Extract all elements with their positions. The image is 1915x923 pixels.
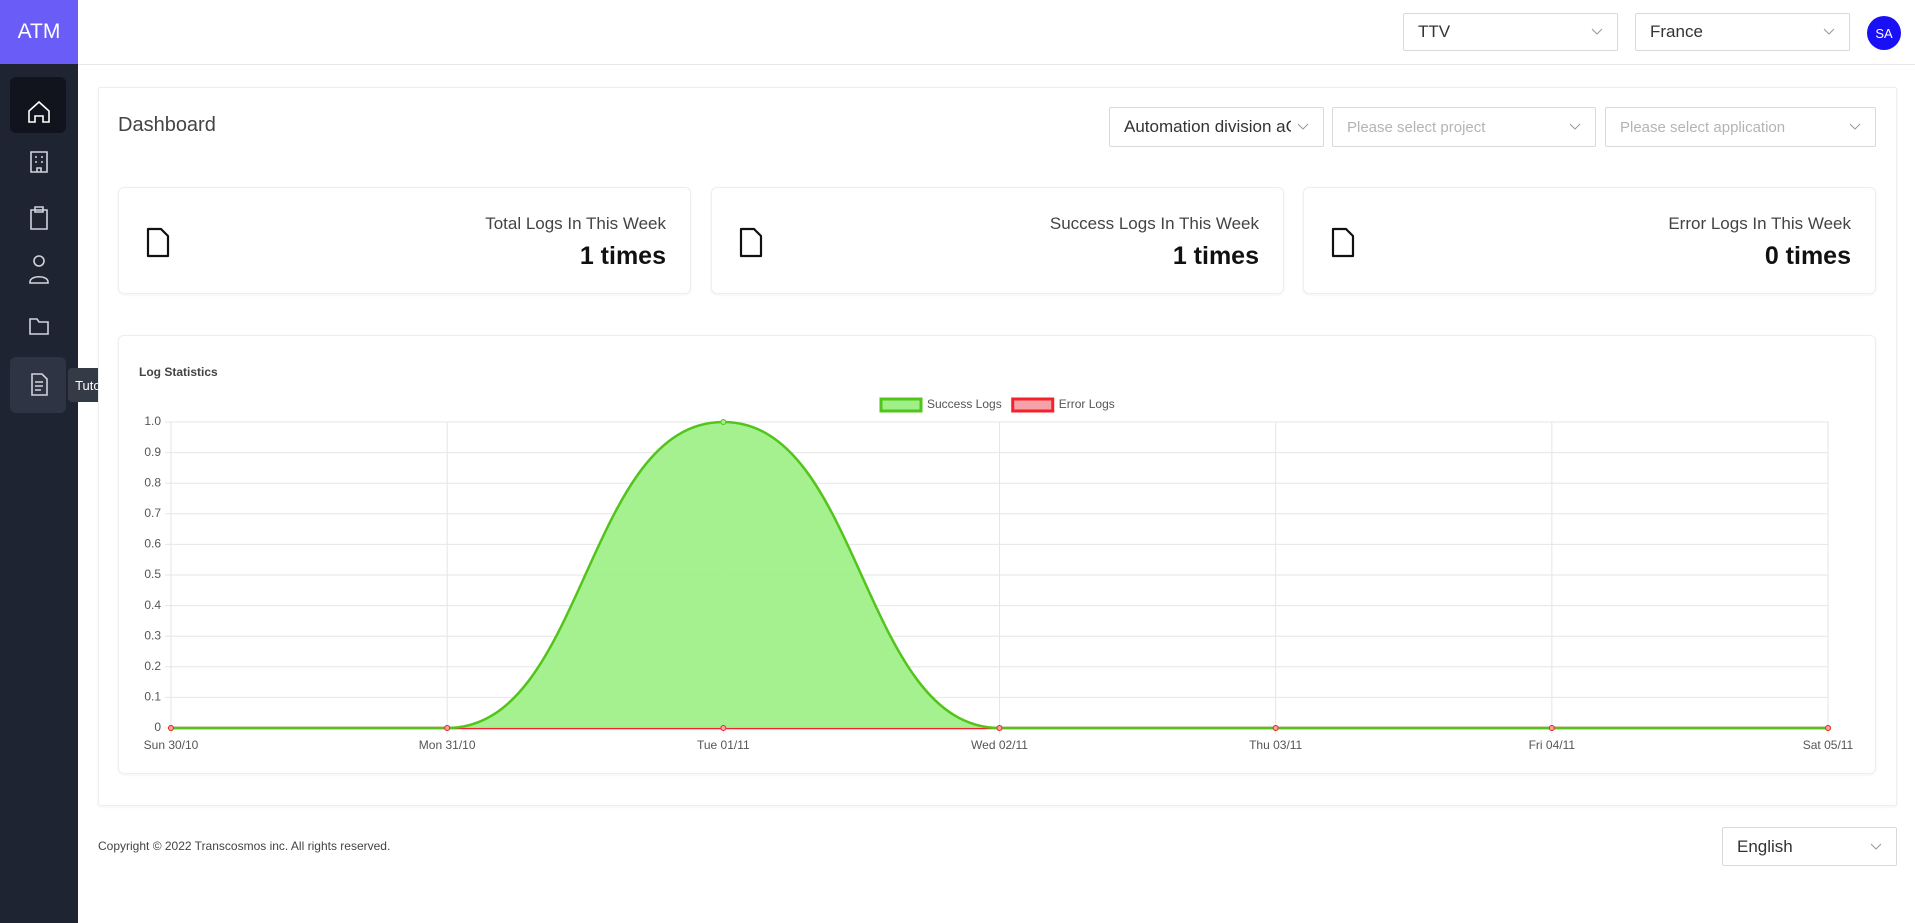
nav-hover[interactable] [10, 357, 66, 413]
nav-active[interactable] [10, 77, 66, 133]
country-select[interactable]: France [1635, 13, 1850, 51]
y-tick-label: 1.0 [144, 414, 161, 428]
data-point [720, 419, 727, 425]
series-line [171, 420, 1828, 730]
file-icon [146, 227, 170, 258]
page-title: Dashboard [118, 114, 216, 136]
chart-card: Log Statistics 0 0.1 0.2 0.3 0.4 0.5 0.6 0.7 0.8… [118, 335, 1876, 774]
data-point [444, 725, 451, 731]
x-tick-label: Sun 30/10 [144, 738, 199, 752]
user-icon[interactable] [29, 255, 49, 284]
y-tick-label: 0.1 [144, 690, 161, 704]
chevron [1297, 123, 1309, 130]
select-text: English [1737, 836, 1793, 856]
sidebar [0, 0, 78, 923]
stat-label: Error Logs In This Week [1668, 214, 1851, 233]
home-icon[interactable] [28, 100, 50, 123]
y-tick-label: 0 [154, 720, 161, 734]
data-point [720, 725, 727, 731]
avatar[interactable]: SA [1867, 16, 1901, 50]
stat-label: Success Logs In This Week [1049, 214, 1259, 233]
stat-card: Success Logs In This Week 1 times [711, 187, 1284, 294]
y-tick-label: 0.6 [144, 537, 161, 551]
legend-swatch [879, 397, 923, 413]
chevron [1569, 123, 1581, 130]
doc-icon[interactable] [31, 373, 48, 396]
project-select[interactable]: Please select project [1332, 107, 1596, 147]
data-point [168, 725, 174, 731]
file-icon [1331, 227, 1355, 258]
x-tick-label: Wed 02/11 [971, 738, 1028, 752]
y-tick-label: 0.7 [144, 506, 161, 520]
data-point [1825, 725, 1831, 731]
x-tick-label: Fri 04/11 [1529, 738, 1576, 752]
chart: 0 0.1 0.2 0.3 0.4 0.5 0.6 0.7 0.8 0.9 1.0 Sun 30/10… [144, 397, 1854, 752]
company-select[interactable]: TTV [1403, 13, 1618, 51]
data-point [1272, 725, 1279, 731]
stat-label: Total Logs In This Week [485, 214, 666, 233]
legend-label: Success Logs [927, 397, 1002, 411]
logo[interactable]: ATM [0, 0, 78, 64]
series-area [171, 422, 1828, 728]
copyright: Copyright © 2022 Transcosmos inc. All ri… [98, 839, 391, 853]
x-tick-label: Tue 01/11 [697, 738, 750, 752]
y-tick-label: 0.9 [144, 445, 161, 459]
select-text: France [1650, 22, 1703, 41]
data-point [1548, 725, 1555, 731]
y-tick-label: 0.4 [144, 598, 161, 612]
chevron [1823, 28, 1835, 35]
language-select[interactable]: English [1722, 827, 1897, 866]
chevron [1591, 28, 1603, 35]
stat-value: 0 times [1764, 242, 1851, 270]
select-text: Automation division aG [1124, 117, 1291, 136]
y-tick-label: 0.2 [144, 659, 161, 673]
x-tick-label: Mon 31/10 [419, 738, 476, 752]
file-icon [739, 227, 763, 258]
y-tick-label: 0.8 [144, 475, 161, 489]
folder-icon[interactable] [29, 318, 49, 335]
data-point [996, 725, 1003, 731]
y-tick-label: 0.5 [144, 567, 161, 581]
division-select[interactable]: Automation division aG [1109, 107, 1324, 147]
application-select[interactable]: Please select application [1605, 107, 1876, 147]
chevron [1870, 843, 1882, 850]
stat-card: Error Logs In This Week 0 times [1303, 187, 1876, 294]
select-text: TTV [1418, 22, 1451, 41]
legend-label: Error Logs [1059, 397, 1115, 411]
clipboard-icon[interactable] [30, 206, 48, 230]
chart-title: Log Statistics [139, 365, 218, 379]
select-text: Please select project [1347, 118, 1486, 136]
nav-icons [28, 100, 50, 396]
stat-card: Total Logs In This Week 1 times [118, 187, 691, 294]
stat-value: 1 times [579, 242, 666, 270]
header-border [78, 64, 1915, 65]
stat-value: 1 times [1172, 242, 1259, 270]
chevron [1849, 123, 1861, 130]
legend-swatch [1011, 397, 1055, 413]
x-tick-label: Sat 05/11 [1803, 738, 1854, 752]
y-tick-label: 0.3 [144, 628, 161, 642]
building-icon[interactable] [30, 151, 48, 173]
x-tick-label: Thu 03/11 [1249, 738, 1302, 752]
select-text: Please select application [1620, 118, 1786, 136]
